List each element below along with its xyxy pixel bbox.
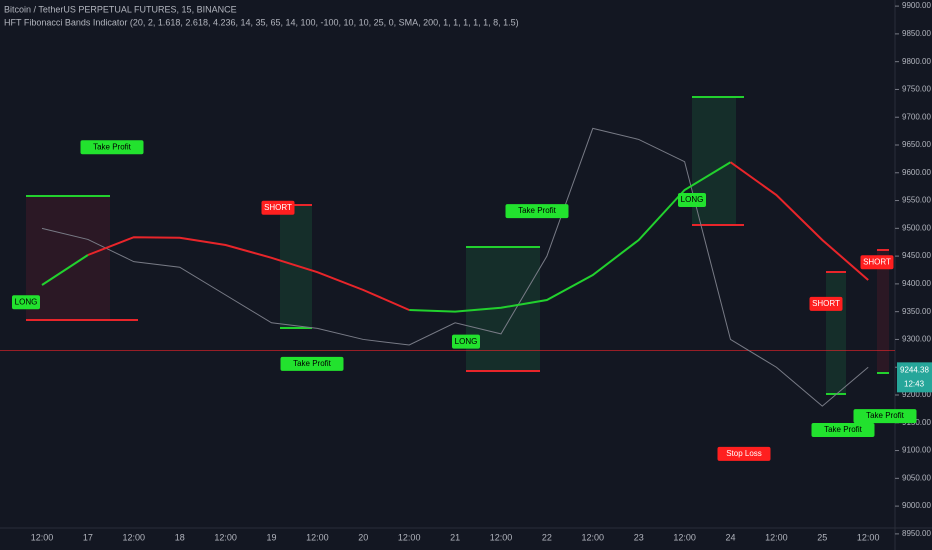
y-tick-label: 9200.00 (902, 390, 931, 399)
annotation-label: SHORT (264, 203, 292, 212)
y-tick-label: 9600.00 (902, 168, 931, 177)
y-tick-label: 9450.00 (902, 251, 931, 260)
annotation-box (80, 140, 144, 155)
x-tick-label: 12:00 (31, 532, 54, 542)
annotation-box (12, 295, 40, 310)
annotation-label: Take Profit (824, 425, 863, 434)
x-tick-label: 17 (83, 532, 93, 542)
annotation-box (860, 255, 894, 270)
y-tick-label: 9650.00 (902, 140, 931, 149)
last-price-box (897, 362, 932, 393)
series-line (41, 127, 869, 407)
annotation-box (452, 334, 480, 349)
trade-zones (26, 97, 889, 394)
annotation-box (809, 296, 843, 311)
x-tick-label: 21 (450, 532, 460, 542)
chart-subtitle: HFT Fibonacci Bands Indicator (20, 2, 1.… (4, 17, 519, 27)
x-tick-label: 22 (542, 532, 552, 542)
x-tick-label: 12:00 (673, 532, 696, 542)
annotation-box (717, 446, 771, 461)
x-tick-label: 12:00 (306, 532, 329, 542)
series-line (87, 161, 869, 311)
y-tick-label: 9100.00 (902, 446, 931, 455)
annotation-label: Take Profit (866, 411, 905, 420)
x-tick-label: 12:00 (398, 532, 421, 542)
y-tick-label: 9300.00 (902, 335, 931, 344)
x-tick-label: 19 (266, 532, 276, 542)
y-tick-label: 9350.00 (902, 307, 931, 316)
annotation-label: Take Profit (93, 142, 132, 151)
x-tick-label: 12:00 (857, 532, 880, 542)
y-tick-label: 9550.00 (902, 196, 931, 205)
y-tick-label: 9800.00 (902, 57, 931, 66)
annotation-box (678, 193, 706, 207)
y-tick-label: 9900.00 (902, 1, 931, 10)
x-tick-label: 12:00 (490, 532, 513, 542)
y-tick-label: 9500.00 (902, 223, 931, 232)
x-tick-label: 12:00 (765, 532, 788, 542)
annotation-label: Stop Loss (726, 449, 762, 458)
annotation-box (853, 409, 917, 424)
x-tick-label: 20 (358, 532, 368, 542)
y-tick-label: 8950.00 (902, 529, 931, 538)
annotation-label: LONG (15, 297, 38, 306)
chart-title: Bitcoin / TetherUS PERPETUAL FUTURES, 15… (4, 4, 237, 14)
x-tick-label: 18 (175, 532, 185, 542)
y-tick-label: 9750.00 (902, 85, 931, 94)
last-price-label: 9244.38 (900, 365, 929, 374)
x-tick-label: 24 (725, 532, 735, 542)
annotation-label: LONG (455, 337, 478, 346)
x-tick-label: 12:00 (214, 532, 237, 542)
countdown-label: 12:43 (904, 379, 925, 388)
annotation-box (505, 204, 569, 219)
level-lines (26, 96, 889, 395)
annotation-box (261, 200, 295, 215)
x-tick-label: 23 (634, 532, 644, 542)
y-tick-label: 9700.00 (902, 112, 931, 121)
y-tick-label: 9400.00 (902, 279, 931, 288)
series-line (41, 161, 732, 313)
annotation-box (811, 423, 875, 437)
y-tick-label: 9000.00 (902, 501, 931, 510)
x-tick-label: 25 (817, 532, 827, 542)
y-tick-label: 9850.00 (902, 29, 931, 38)
annotation-label: SHORT (812, 299, 840, 308)
x-tick-label: 12:00 (582, 532, 605, 542)
annotation-box (280, 356, 344, 371)
y-tick-label: 9050.00 (902, 473, 931, 482)
annotation-label: Take Profit (518, 206, 557, 215)
y-tick-label: 9150.00 (902, 418, 931, 427)
x-tick-label: 12:00 (123, 532, 146, 542)
annotation-label: SHORT (863, 257, 891, 266)
annotation-label: LONG (681, 195, 704, 204)
annotation-label: Take Profit (293, 359, 332, 368)
